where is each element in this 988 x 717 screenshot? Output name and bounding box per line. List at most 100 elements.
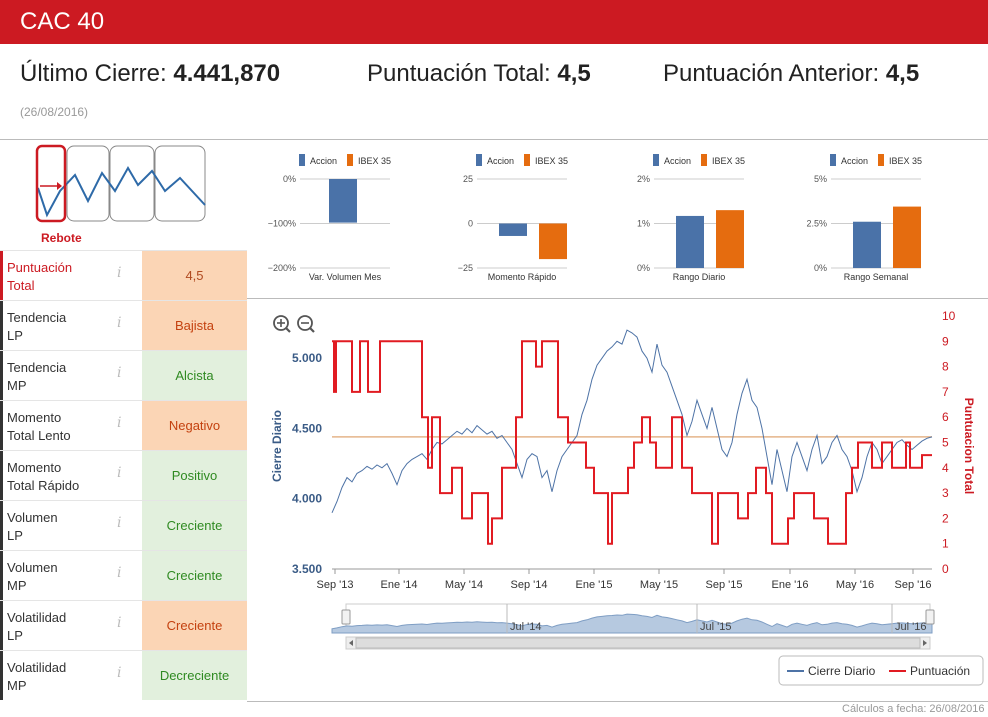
series-puntuacion — [332, 340, 932, 545]
tick-label: 0% — [814, 263, 827, 273]
tick-label: 2% — [637, 174, 650, 184]
previous-score: Puntuación Anterior: 4,5 — [663, 60, 919, 88]
bar-ibex — [716, 210, 744, 268]
navigator-label: Jul '14 — [510, 621, 541, 633]
legend-ibex: IBEX 35 — [535, 156, 568, 166]
right-tick-label: 4 — [942, 461, 949, 475]
scrollbar-thumb[interactable] — [355, 637, 921, 649]
legend-swatch-accion — [299, 154, 305, 166]
pattern-price-line — [37, 165, 206, 218]
legend-swatch-accion — [476, 154, 482, 166]
indicator-label: Volumen MP — [0, 551, 142, 600]
pattern-highlight — [35, 144, 67, 223]
mini-chart: Accion IBEX 35 0% −100% −200% Var. Volumen Me… — [268, 154, 391, 282]
pattern-thumbnail: Rebote — [35, 144, 206, 245]
mini-chart: Accion IBEX 35 2% 1% 0% Rango Diario — [637, 154, 745, 282]
right-axis-title: Puntuacion Total — [962, 398, 976, 494]
indicator-label: Volatilidad LP — [0, 601, 142, 650]
last-close-label: Último Cierre: — [20, 60, 167, 87]
tick-label: 25 — [463, 174, 473, 184]
legend-ibex: IBEX 35 — [358, 156, 391, 166]
bar-accion — [676, 215, 704, 268]
info-icon[interactable]: i — [117, 315, 122, 331]
indicator-row: Volatilidad LP i Creciente — [0, 600, 247, 650]
indicator-row: Volumen MP i Creciente — [0, 550, 247, 600]
info-icon[interactable]: i — [117, 515, 122, 531]
x-tick-label: Sep '13 — [317, 579, 354, 591]
right-tick-label: 2 — [942, 511, 949, 525]
navigator-handle[interactable] — [341, 609, 351, 625]
comparison-charts: Accion IBEX 35 0% −100% −200% Var. Volumen Me… — [268, 154, 922, 282]
zoom-out-icon[interactable] — [297, 315, 315, 333]
legend-accion: Accion — [841, 156, 868, 166]
indicator-label: Puntuación Total — [0, 251, 142, 300]
last-close: Último Cierre: 4.441,870 — [20, 60, 280, 88]
mini-chart-title: Rango Diario — [673, 272, 726, 282]
info-icon[interactable]: i — [117, 465, 122, 481]
info-icon[interactable]: i — [117, 265, 122, 281]
indicator-label: Volatilidad MP — [0, 651, 142, 700]
right-tick-label: 9 — [942, 334, 949, 348]
info-icon[interactable]: i — [117, 415, 122, 431]
x-tick-label: Ene '15 — [576, 579, 613, 591]
info-icon[interactable]: i — [117, 365, 122, 381]
info-icon[interactable]: i — [117, 665, 122, 681]
zoom-in-icon[interactable] — [273, 315, 291, 333]
tick-label: 0% — [283, 174, 296, 184]
legend-swatch-ibex — [524, 154, 530, 166]
chart-legend — [778, 655, 984, 686]
indicator-label: Volumen LP — [0, 501, 142, 550]
x-tick-label: Sep '14 — [511, 579, 548, 591]
previous-score-label: Puntuación Anterior: — [663, 60, 880, 87]
indicator-row: Puntuación Total i 4,5 — [0, 250, 247, 300]
mini-chart: Accion IBEX 35 5% 2.5% 0% Rango Semanal — [806, 154, 922, 282]
tick-label: −25 — [458, 263, 473, 273]
indicator-row: Volumen LP i Creciente — [0, 500, 247, 550]
info-icon[interactable]: i — [117, 565, 122, 581]
legend-swatch-accion — [830, 154, 836, 166]
indicator-value: Creciente — [142, 551, 247, 600]
bar-ibex — [893, 206, 921, 268]
navigator-handle[interactable] — [925, 609, 935, 625]
total-score-value: 4,5 — [557, 60, 591, 87]
x-tick-label: Sep '15 — [706, 579, 743, 591]
close-date: (26/08/2016) — [20, 105, 89, 119]
tick-label: 0% — [637, 263, 650, 273]
mini-chart-title: Momento Rápido — [488, 272, 557, 282]
tick-label: 1% — [637, 219, 650, 229]
left-tick-label: 3.500 — [292, 562, 322, 576]
indicator-row: Tendencia MP i Alcista — [0, 350, 247, 400]
left-tick-label: 4.000 — [292, 492, 322, 506]
legend-accion: Accion — [487, 156, 514, 166]
right-tick-label: 3 — [942, 486, 949, 500]
calc-date: Cálculos a fecha: 26/08/2016 — [842, 703, 985, 715]
x-tick-label: Sep '16 — [895, 579, 932, 591]
indicator-value: Negativo — [142, 401, 247, 450]
indicator-value: Positivo — [142, 451, 247, 500]
right-tick-label: 10 — [942, 309, 956, 323]
bar-accion — [499, 223, 527, 236]
indicator-value: Creciente — [142, 501, 247, 550]
left-tick-label: 4.500 — [292, 421, 322, 435]
indicator-row: Volatilidad MP i Decreciente — [0, 650, 247, 700]
x-tick-label: May '14 — [445, 579, 483, 591]
right-tick-label: 0 — [942, 562, 949, 576]
indicator-row: Momento Total Lento i Negativo — [0, 400, 247, 450]
divider — [247, 298, 988, 299]
indicator-value: Bajista — [142, 301, 247, 350]
scroll-left-icon[interactable] — [349, 640, 353, 646]
legend-swatch-ibex — [878, 154, 884, 166]
divider — [247, 701, 988, 702]
indicator-label: Momento Total Rápido — [0, 451, 142, 500]
indicator-value: Decreciente — [142, 651, 247, 700]
index-title: CAC 40 — [20, 8, 105, 35]
pattern-label: Rebote — [41, 231, 82, 245]
scroll-right-icon[interactable] — [923, 640, 927, 646]
navigator-label: Jul '16 — [895, 621, 926, 633]
indicator-label: Tendencia LP — [0, 301, 142, 350]
tick-label: 0 — [468, 219, 473, 229]
tick-label: 2.5% — [806, 219, 827, 229]
right-tick-label: 1 — [942, 537, 949, 551]
info-icon[interactable]: i — [117, 615, 122, 631]
header-bar: CAC 40 — [0, 0, 988, 44]
